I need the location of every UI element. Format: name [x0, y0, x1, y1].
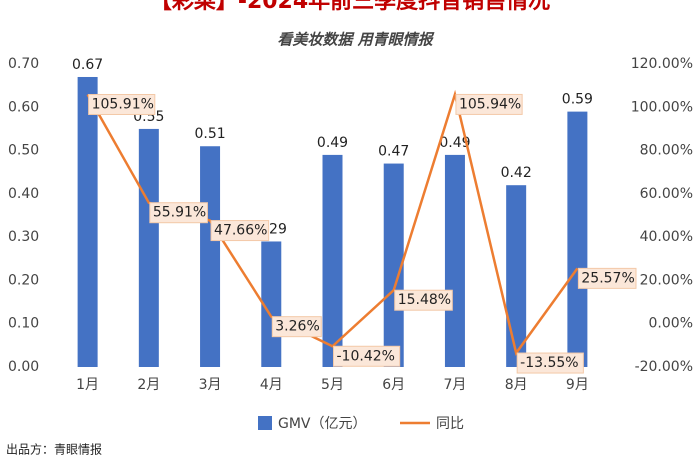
bar: [506, 185, 527, 367]
bar-value-label: 0.67: [72, 57, 103, 73]
legend-label: 同比: [436, 416, 464, 432]
y2-tick-label: 80.00%: [640, 143, 693, 159]
line-value-label: 47.66%: [214, 223, 267, 239]
line-value-label: -13.55%: [520, 355, 578, 371]
slogan: 看美妆数据 用青眼情报: [277, 31, 434, 49]
label-box: [149, 202, 208, 224]
y-tick-label: 0.10: [8, 316, 39, 332]
y-tick-label: 0.30: [8, 229, 39, 245]
label-box: [577, 267, 637, 289]
y-tick-label: 0.40: [8, 186, 39, 202]
bar: [383, 163, 404, 367]
y-tick-label: 0.50: [8, 143, 39, 159]
y2-tick-label: 20.00%: [640, 272, 693, 288]
line-value-label: 105.91%: [92, 96, 154, 112]
y2-tick-label: 120.00%: [631, 56, 693, 72]
source: 出品方：青眼情报: [6, 442, 102, 457]
x-tick-label: 9月: [566, 377, 589, 393]
legend-swatch: [258, 416, 272, 430]
bar: [567, 111, 588, 367]
y-tick-label: 0.00: [8, 359, 39, 375]
bar-value-label: 0.47: [378, 144, 409, 160]
y2-tick-label: 0.00%: [649, 316, 693, 332]
bar-value-label: 0.49: [317, 135, 348, 151]
label-box: [394, 289, 453, 311]
bar: [77, 76, 98, 367]
y2-tick-label: 60.00%: [640, 186, 693, 202]
y2-tick-label: 40.00%: [640, 229, 693, 245]
y2-tick-label: -20.00%: [635, 359, 693, 375]
bar: [200, 146, 221, 367]
chart-title: 【彩菜】-2024年前三季度抖音销售情况: [150, 0, 550, 14]
bar-value-label: 0.49: [439, 135, 470, 151]
line-value-label: -10.42%: [337, 348, 395, 364]
x-tick-label: 3月: [199, 377, 222, 393]
bar-value-label: 0.42: [501, 165, 532, 181]
legend-label: GMV（亿元）: [278, 416, 367, 432]
label-box: [88, 93, 156, 115]
y-tick-label: 0.60: [8, 99, 39, 115]
bar: [138, 128, 159, 367]
line-value-label: 105.94%: [459, 96, 521, 112]
x-tick-label: 5月: [321, 377, 344, 393]
bar-value-label: 0.59: [562, 92, 593, 108]
line-value-label: 55.91%: [153, 205, 206, 221]
x-tick-label: 6月: [382, 377, 405, 393]
x-tick-label: 7月: [443, 377, 466, 393]
y-tick-label: 0.70: [8, 56, 39, 72]
line-value-label: 25.57%: [581, 270, 634, 286]
label-box: [210, 220, 270, 242]
x-tick-label: 1月: [76, 377, 99, 393]
y2-tick-label: 100.00%: [631, 99, 693, 115]
bar-value-label: 0.51: [194, 126, 225, 142]
bar: [444, 154, 465, 367]
bar: [322, 154, 343, 367]
line-value-label: 15.48%: [398, 292, 451, 308]
x-tick-label: 2月: [137, 377, 160, 393]
line-value-label: 3.26%: [275, 319, 319, 335]
label-box: [516, 352, 584, 374]
label-box: [271, 316, 322, 338]
label-box: [333, 345, 401, 367]
x-tick-label: 8月: [505, 377, 528, 393]
x-tick-label: 4月: [260, 377, 283, 393]
label-box: [455, 93, 523, 115]
y-tick-label: 0.20: [8, 272, 39, 288]
